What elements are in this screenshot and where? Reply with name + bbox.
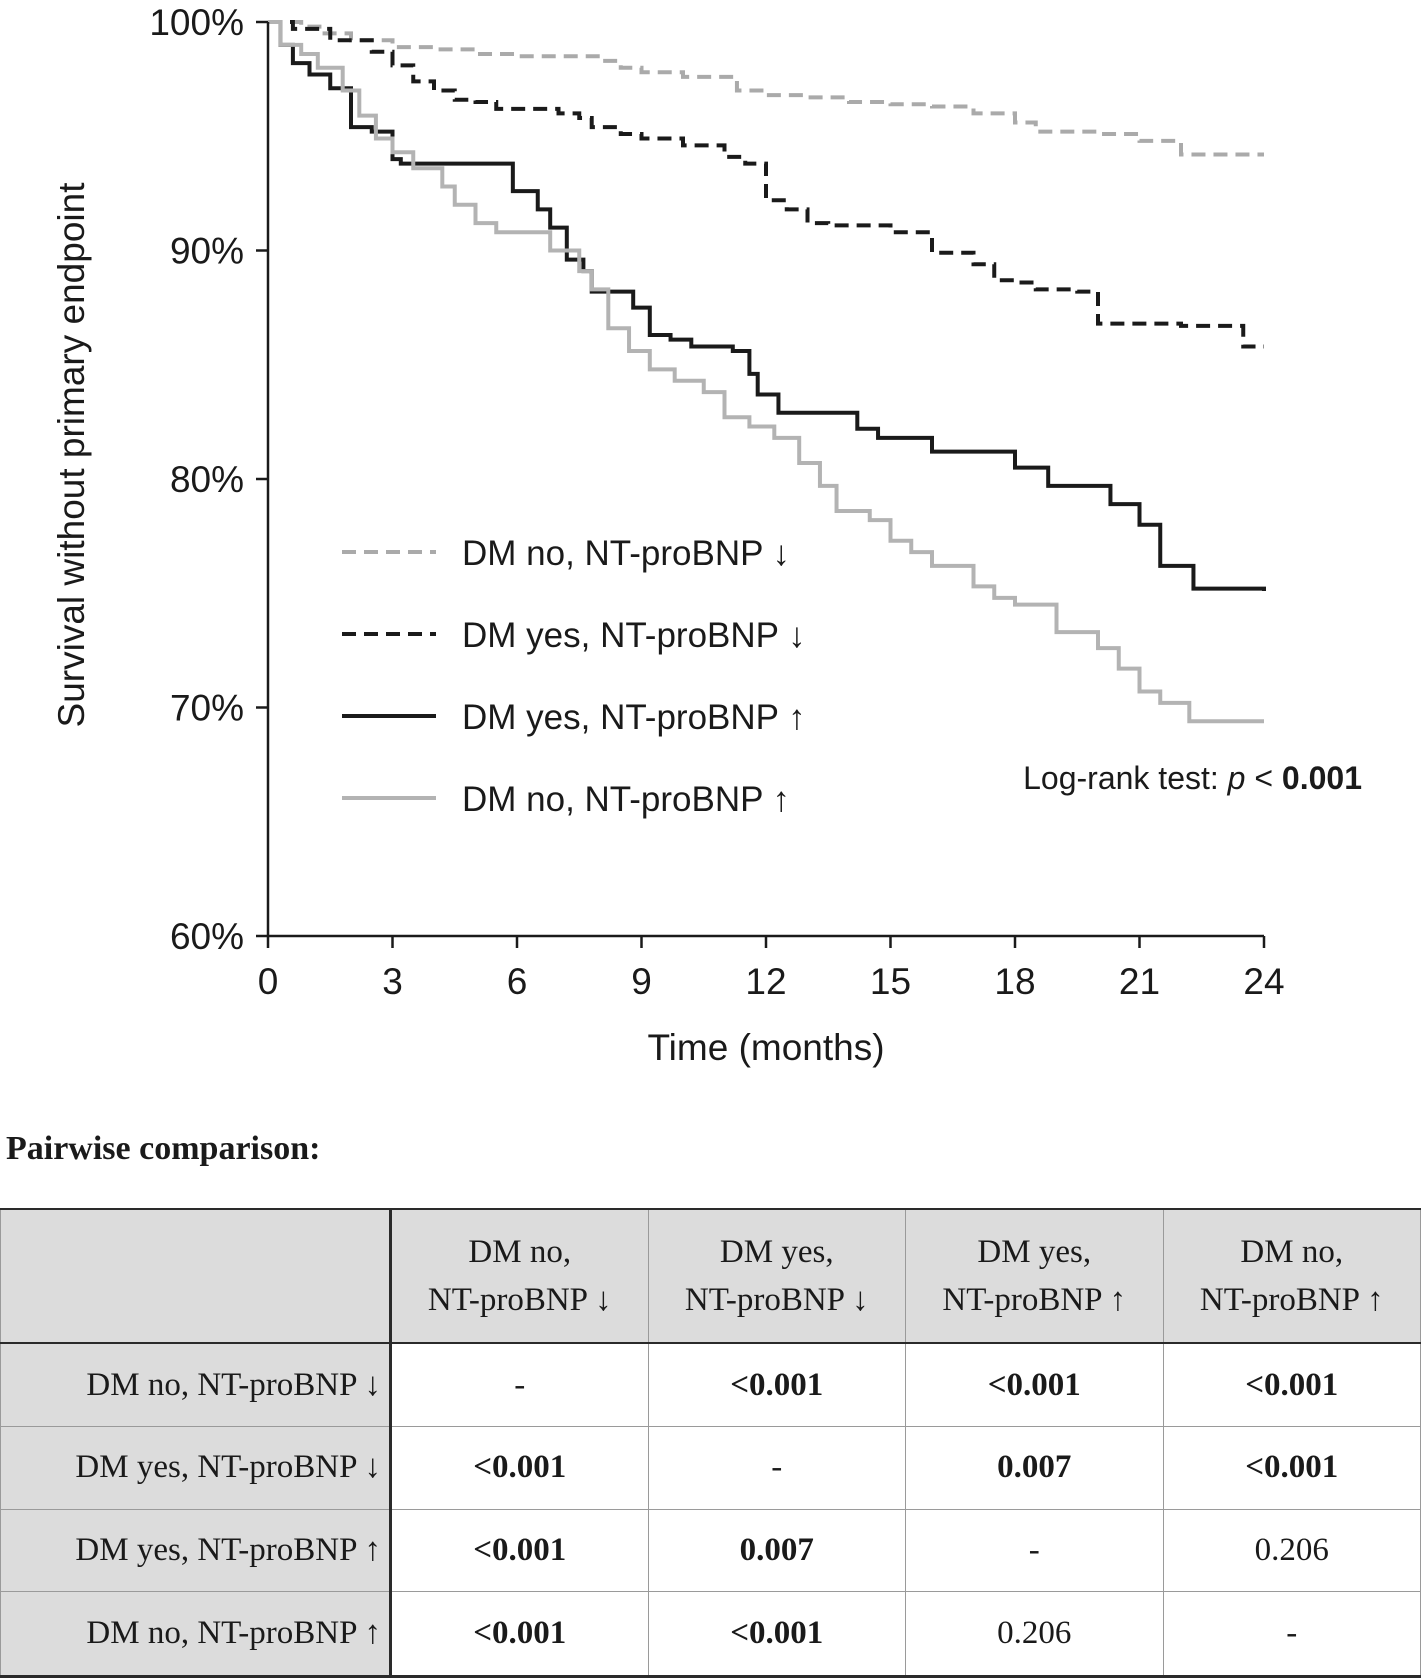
x-tick-label: 15	[870, 961, 911, 1002]
table-row: DM yes, NT-proBNP ↑ <0.001 0.007 - 0.206	[0, 1508, 1421, 1593]
plot-lines	[268, 20, 1266, 724]
series-line-2	[268, 20, 1264, 349]
table-cell: <0.001	[647, 1591, 906, 1678]
table-cell: -	[647, 1426, 906, 1510]
log-rank-value: 0.001	[1282, 760, 1362, 796]
table-cell: <0.001	[1162, 1342, 1421, 1428]
table-header-row: DM no, NT-proBNP ↓ DM yes, NT-proBNP ↓ DM …	[0, 1208, 1421, 1344]
table-cell: -	[905, 1508, 1164, 1593]
column-header-line2: NT-proBNP ↑	[1199, 1282, 1384, 1318]
y-ticks: 60% 70% 80% 90% 100%	[149, 2, 268, 957]
table-row: DM no, NT-proBNP ↓ - <0.001 <0.001 <0.00…	[0, 1342, 1421, 1428]
table-cell: <0.001	[647, 1342, 906, 1428]
column-header-line1: DM no,	[468, 1234, 572, 1270]
column-header: DM no, NT-proBNP ↓	[390, 1208, 649, 1344]
x-tick-label: 3	[382, 961, 403, 1002]
row-header: DM yes, NT-proBNP ↓	[0, 1426, 392, 1510]
row-header: DM yes, NT-proBNP ↑	[0, 1508, 392, 1593]
column-header-line1: DM no,	[1240, 1234, 1344, 1270]
legend-label: DM no, NT-proBNP ↑	[462, 780, 790, 819]
x-tick-label: 0	[258, 961, 279, 1002]
table-cell: 0.007	[905, 1426, 1164, 1510]
table-cell: 0.007	[647, 1508, 906, 1593]
column-header: DM yes, NT-proBNP ↑	[905, 1208, 1164, 1344]
x-tick-label: 6	[507, 961, 528, 1002]
series-line-3	[268, 20, 1266, 591]
legend: DM no, NT-proBNP ↓ DM yes, NT-proBNP ↓ DM …	[342, 534, 806, 819]
column-header-line2: NT-proBNP ↑	[942, 1282, 1127, 1318]
legend-label: DM yes, NT-proBNP ↑	[462, 698, 806, 737]
x-axis-title: Time (months)	[647, 1027, 884, 1068]
row-header: DM no, NT-proBNP ↓	[0, 1342, 392, 1428]
table-row: DM no, NT-proBNP ↑ <0.001 <0.001 0.206 -	[0, 1591, 1421, 1678]
y-tick-label: 100%	[149, 2, 244, 43]
survival-chart: 60% 70% 80% 90% 100% 0 3 6 9 12 15 18 21 24 Survival…	[51, 2, 1362, 1068]
table-cell: <0.001	[390, 1591, 649, 1678]
x-tick-label: 21	[1119, 961, 1160, 1002]
y-tick-label: 90%	[170, 231, 244, 272]
y-axis-title: Survival without primary endpoint	[51, 182, 92, 728]
table-cell: <0.001	[390, 1508, 649, 1593]
legend-label: DM yes, NT-proBNP ↓	[462, 616, 806, 655]
x-ticks: 0 3 6 9 12 15 18 21 24	[258, 936, 1285, 1002]
log-rank-annotation: Log-rank test: p < 0.001	[1023, 760, 1362, 796]
x-tick-label: 9	[631, 961, 652, 1002]
log-rank-p: p	[1227, 760, 1246, 796]
log-rank-prefix: Log-rank test:	[1023, 760, 1228, 796]
x-tick-label: 18	[994, 961, 1035, 1002]
y-tick-label: 80%	[170, 459, 244, 500]
table-cell: 0.206	[1162, 1508, 1421, 1593]
row-header: DM no, NT-proBNP ↑	[0, 1591, 392, 1678]
table-row: DM yes, NT-proBNP ↓ <0.001 - 0.007 <0.00…	[0, 1426, 1421, 1510]
column-header-line1: DM yes,	[719, 1234, 834, 1270]
column-header: DM yes, NT-proBNP ↓	[647, 1208, 906, 1344]
column-header-line2: NT-proBNP ↓	[427, 1282, 612, 1318]
table-cell: 0.206	[905, 1591, 1164, 1678]
column-header-line2: NT-proBNP ↓	[684, 1282, 869, 1318]
x-tick-label: 24	[1243, 961, 1284, 1002]
series-line-1	[268, 20, 1264, 157]
table-cell: <0.001	[1162, 1426, 1421, 1510]
column-header: DM no, NT-proBNP ↑	[1162, 1208, 1421, 1344]
log-rank-op: <	[1245, 760, 1281, 796]
x-tick-label: 12	[745, 961, 786, 1002]
column-header-line1: DM yes,	[977, 1234, 1092, 1270]
table-cell: <0.001	[905, 1342, 1164, 1428]
legend-label: DM no, NT-proBNP ↓	[462, 534, 790, 573]
table-title: Pairwise comparison:	[6, 1130, 321, 1167]
y-tick-label: 60%	[170, 916, 244, 957]
y-tick-label: 70%	[170, 688, 244, 729]
table-corner-cell	[0, 1208, 392, 1344]
table-cell: -	[390, 1342, 649, 1428]
table-cell: -	[1162, 1591, 1421, 1678]
series-line-4	[268, 20, 1264, 724]
pairwise-table: DM no, NT-proBNP ↓ DM yes, NT-proBNP ↓ DM …	[0, 1208, 1421, 1678]
table-cell: <0.001	[390, 1426, 649, 1510]
